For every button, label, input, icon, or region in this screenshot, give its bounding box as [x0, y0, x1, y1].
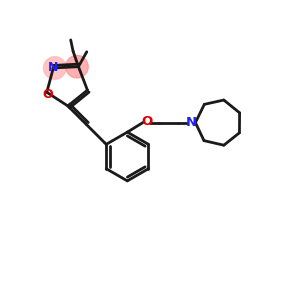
Text: N: N [47, 61, 58, 74]
Text: N: N [185, 116, 197, 128]
Circle shape [44, 57, 66, 79]
Text: O: O [141, 115, 152, 128]
Circle shape [66, 56, 88, 78]
Text: O: O [42, 88, 53, 101]
